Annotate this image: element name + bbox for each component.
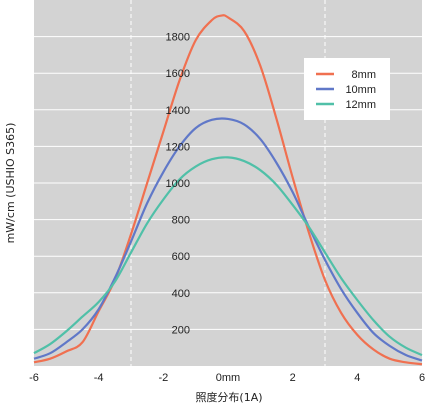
y-tick-labels: 200 400 600 800 1000 1200 1400 1600 1800 (166, 32, 190, 337)
x-tick-label-2: 2 (290, 372, 296, 384)
x-tick-label-6: 6 (419, 372, 425, 384)
y-tick-label-1000: 1000 (166, 178, 190, 190)
x-tick-label--6: -6 (29, 372, 39, 384)
y-tick-label-200: 200 (172, 324, 190, 336)
x-tick-label--4: -4 (94, 372, 104, 384)
y-tick-label-1800: 1800 (166, 32, 190, 44)
x-tick-label-0: 0mm (216, 372, 240, 384)
y-tick-label-600: 600 (172, 251, 190, 263)
legend: 8mm 10mm 12mm (304, 58, 390, 120)
y-axis-label: mW/cm (USHIO S365) (4, 123, 17, 244)
x-axis-label: 照度分布(1A) (195, 390, 262, 404)
series-line-10mm (33, 117, 423, 362)
series-line-12mm (33, 156, 423, 357)
y-tick-label-1200: 1200 (166, 141, 190, 153)
x-tick-label--2: -2 (158, 372, 168, 384)
x-tick-label-4: 4 (354, 372, 360, 384)
y-tick-label-800: 800 (172, 215, 190, 227)
legend-label-12mm: 12mm (345, 99, 376, 111)
reference-lines (130, 0, 326, 366)
legend-label-8mm: 8mm (352, 69, 376, 81)
x-tick-labels: -6 -4 -2 0mm 2 4 6 (29, 372, 425, 384)
legend-label-10mm: 10mm (345, 84, 376, 96)
series-lines (33, 14, 423, 366)
y-tick-label-1400: 1400 (166, 105, 190, 117)
y-tick-label-1600: 1600 (166, 68, 190, 80)
y-tick-label-400: 400 (172, 288, 190, 300)
